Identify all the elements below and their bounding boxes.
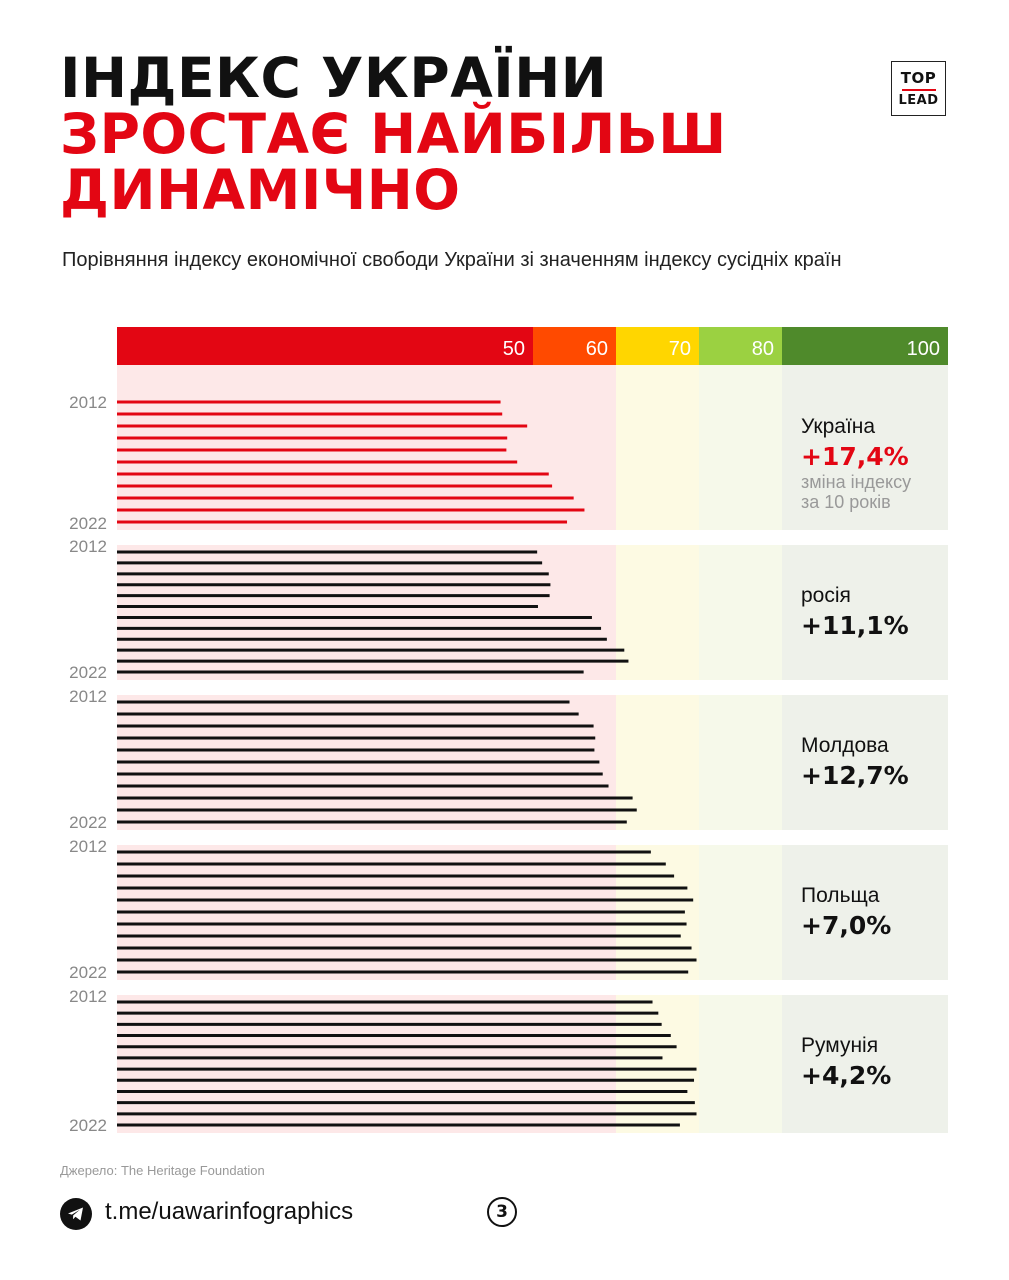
country-name: росія [801, 584, 851, 607]
year-start-label: 2012 [69, 687, 107, 706]
country-name: Румунія [801, 1034, 878, 1057]
change-value: +7,0% [801, 911, 891, 940]
zone-background [782, 365, 948, 530]
change-value: +4,2% [801, 1061, 891, 1090]
title-line-2: ЗРОСТАЄ НАЙБІЛЬШ [60, 102, 727, 166]
zone-background [117, 545, 533, 680]
year-end-label: 2022 [69, 1116, 107, 1135]
scale-tick-label: 100 [907, 338, 940, 360]
zone-background [533, 365, 616, 530]
zone-background [616, 995, 699, 1133]
year-end-label: 2022 [69, 963, 107, 982]
zone-background [699, 695, 782, 830]
year-end-label: 2022 [69, 663, 107, 682]
scale-zone-4 [782, 327, 948, 365]
change-value: +12,7% [801, 761, 909, 790]
year-start-label: 2012 [69, 393, 107, 412]
scale-tick-label: 50 [503, 338, 525, 360]
zone-background [782, 845, 948, 980]
logo-top-text: TOP [900, 69, 937, 87]
logo-divider [901, 89, 936, 91]
zone-background [117, 365, 533, 530]
zone-background [533, 995, 616, 1133]
scale-tick-label: 80 [752, 338, 774, 360]
scale-zone-2 [616, 327, 699, 365]
top-lead-logo: TOP LEAD [891, 61, 946, 116]
change-value: +11,1% [801, 611, 909, 640]
telegram-link[interactable]: t.me/uawarinfographics [105, 1198, 354, 1225]
year-start-label: 2012 [69, 987, 107, 1006]
year-end-label: 2022 [69, 514, 107, 533]
change-note-line-1: зміна індексу [801, 472, 911, 492]
telegram-icon[interactable] [60, 1198, 92, 1230]
economic-freedom-chart: 50 60 70 80 100 2012 2022 Україна +17,4%зміна ін… [69, 327, 948, 1135]
zone-background [782, 995, 948, 1133]
change-note-line-2: за 10 років [801, 492, 891, 512]
year-start-label: 2012 [69, 537, 107, 556]
zone-background [616, 545, 699, 680]
zone-background [699, 545, 782, 680]
page-number: 3 [487, 1197, 517, 1227]
logo-bottom-text: LEAD [898, 93, 939, 108]
zone-background [533, 545, 616, 680]
year-end-label: 2022 [69, 813, 107, 832]
zone-background [616, 365, 699, 530]
zone-background [616, 695, 699, 830]
subtitle: Порівняння індексу економічної свободи У… [62, 249, 842, 271]
zone-background [117, 995, 533, 1133]
zone-background [782, 545, 948, 680]
scale-zone-0 [117, 327, 533, 365]
title-line-3: ДИНАМІЧНО [60, 158, 461, 222]
scale-tick-label: 60 [586, 338, 608, 360]
title-line-1: ІНДЕКС УКРАЇНИ [60, 46, 608, 110]
page-title: ІНДЕКС УКРАЇНИ ЗРОСТАЄ НАЙБІЛЬШ ДИНАМІЧН… [60, 50, 727, 218]
zone-background [782, 695, 948, 830]
scale-zone-1 [533, 327, 616, 365]
scale-tick-label: 70 [669, 338, 691, 360]
country-name: Польща [801, 884, 880, 907]
zone-background [699, 845, 782, 980]
zone-background [699, 995, 782, 1133]
change-value: +17,4% [801, 442, 909, 471]
zone-background [699, 365, 782, 530]
country-name: Україна [801, 415, 875, 438]
source-note: Джерело: The Heritage Foundation [60, 1163, 265, 1178]
scale-zone-3 [699, 327, 782, 365]
country-name: Молдова [801, 734, 889, 757]
year-start-label: 2012 [69, 837, 107, 856]
